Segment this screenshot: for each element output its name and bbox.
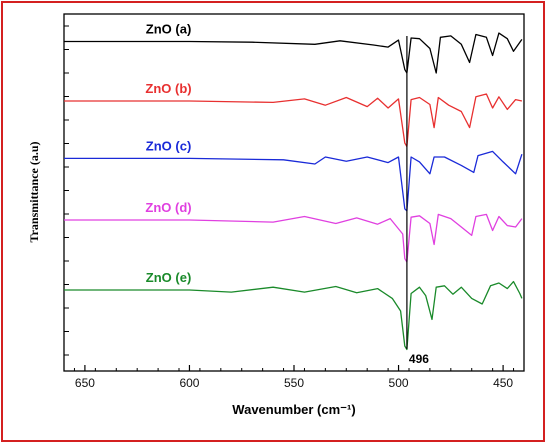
series-line-2 — [64, 93, 523, 148]
series-label-3: ZnO (c) — [146, 138, 192, 153]
y-axis-title: Transmittance (a.u) — [27, 141, 41, 242]
x-axis-title: Wavenumber (cm⁻¹) — [232, 402, 355, 417]
series-line-1 — [64, 32, 523, 74]
x-tick-label: 600 — [179, 376, 199, 390]
series-line-4 — [64, 213, 523, 263]
series-line-5 — [64, 280, 523, 351]
series-line-3 — [64, 150, 523, 212]
plot-area — [63, 13, 525, 372]
x-tick-label: 650 — [75, 376, 95, 390]
x-tick-label: 450 — [493, 376, 513, 390]
series-label-1: ZnO (a) — [146, 22, 192, 37]
x-tick-label: 500 — [389, 376, 409, 390]
series-label-2: ZnO (b) — [145, 81, 191, 96]
series-label-5: ZnO (e) — [146, 270, 192, 285]
x-tick-label: 550 — [284, 376, 304, 390]
peak-annotation: 496 — [409, 352, 429, 366]
series-label-4: ZnO (d) — [145, 200, 191, 215]
